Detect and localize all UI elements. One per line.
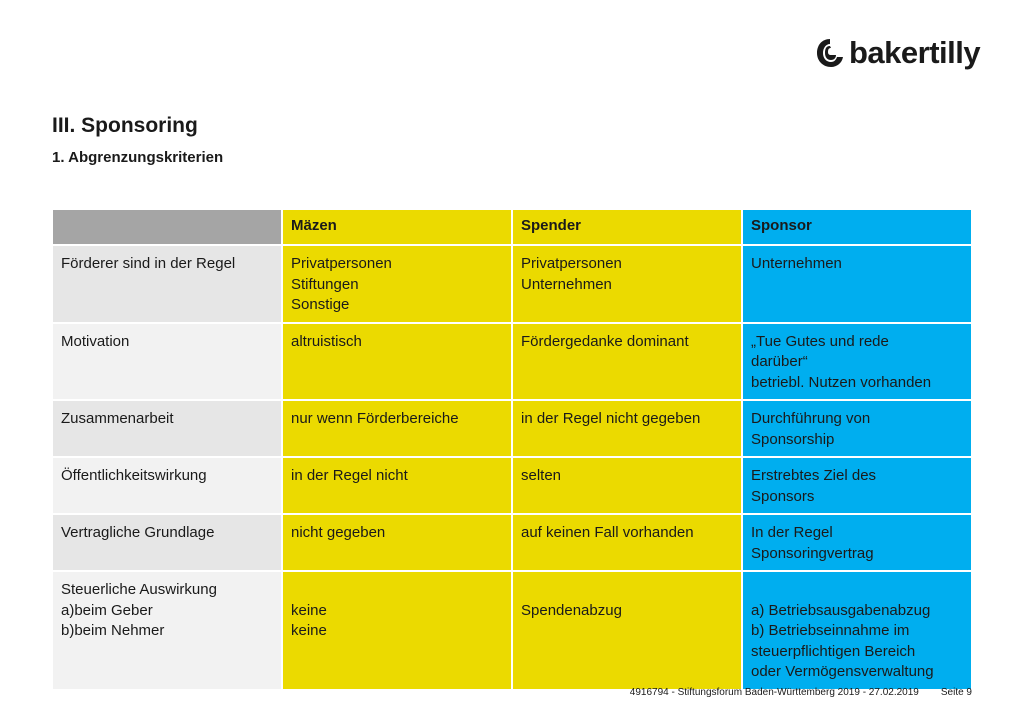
cell-line: Sponsoringvertrag [751,544,874,562]
header-corner [53,210,281,244]
cell-line: nur wenn Förderbereiche [291,410,459,427]
table-row: Motivation altruistisch Fördergedanke do… [53,323,971,399]
cell-spender: Fördergedanke dominant [513,323,741,399]
cell-sponsor: Erstrebtes Ziel des Sponsors [743,458,971,513]
cell-line: altruistisch [291,332,362,350]
cell-line: Sponsors [751,487,815,505]
row-label-foerderer: Förderer sind in der Regel [53,246,281,322]
cell-line: „Tue Gutes und rede [751,332,889,350]
cell-line: Motivation [61,332,130,350]
cell-spacer [751,580,963,601]
bakertilly-logo-icon [817,39,843,67]
criteria-table: Mäzen Spender Sponsor Förderer sind in d… [51,208,973,691]
page-title: III. Sponsoring [52,114,198,137]
cell-line: selten [521,467,562,484]
cell-mazen: nicht gegeben [283,515,511,570]
cell-sponsor: Durchführung von Sponsorship [743,401,971,456]
table-row: Förderer sind in der Regel Privatpersone… [53,246,971,322]
table-row: Zusammenarbeit nur wenn Förderbereiche i… [53,401,971,456]
cell-line: Unternehmen [751,255,842,272]
cell-line: a)beim Geber [61,601,153,619]
cell-line: a) Betriebsausgabenabzug [751,601,931,619]
cell-mazen: keine keine [283,572,511,689]
cell-spacer [291,580,503,601]
cell-line: Vertragliche Grundlage [61,524,215,541]
cell-line: keine [291,601,327,619]
header-sponsor: Sponsor [743,210,971,244]
cell-sponsor: Unternehmen [743,246,971,322]
cell-line: Förderer sind in der Regel [61,255,236,272]
table-row: Öffentlichkeitswirkung in der Regel nich… [53,458,971,513]
cell-spender: in der Regel nicht gegeben [513,401,741,456]
row-label-oeffentlichkeitswirkung: Öffentlichkeitswirkung [53,458,281,513]
cell-line: In der Regel [751,524,833,541]
cell-line: Zusammenarbeit [61,410,174,427]
cell-line: Privatpersonen [291,255,392,272]
cell-spacer [521,580,733,601]
row-label-zusammenarbeit: Zusammenarbeit [53,401,281,456]
row-label-motivation: Motivation [53,323,281,399]
cell-line: steuerpflichtigen Bereich [751,642,916,660]
cell-spender: Privatpersonen Unternehmen [513,246,741,322]
header-spender: Spender [513,210,741,244]
cell-mazen: Privatpersonen Stiftungen Sonstige [283,246,511,322]
cell-line: Sonstige [291,296,350,313]
header-mazen: Mäzen [283,210,511,244]
cell-line: Sponsorship [751,430,835,448]
cell-sponsor: In der Regel Sponsoringvertrag [743,515,971,570]
cell-mazen: nur wenn Förderbereiche [283,401,511,456]
cell-mazen: in der Regel nicht [283,458,511,513]
cell-line: betriebl. Nutzen vorhanden [751,373,932,391]
cell-line: auf keinen Fall vorhanden [521,524,694,541]
cell-spender: selten [513,458,741,513]
cell-line: Spendenabzug [521,601,622,619]
cell-sponsor: „Tue Gutes und rede darüber“ betriebl. N… [743,323,971,399]
page-subtitle: 1. Abgrenzungskriterien [52,149,224,166]
table-row: Steuerliche Auswirkung a)beim Geber b)be… [53,572,971,689]
cell-mazen: altruistisch [283,323,511,399]
row-label-steuerliche-auswirkung: Steuerliche Auswirkung a)beim Geber b)be… [53,572,281,689]
cell-spender: Spendenabzug [513,572,741,689]
cell-line: in der Regel nicht gegeben [521,410,701,427]
cell-line: Durchführung von [751,410,871,427]
cell-line: Privatpersonen [521,255,622,272]
cell-line: Fördergedanke dominant [521,332,689,350]
cell-line: in der Regel nicht [291,467,408,484]
page-footer: 4916794 - Stiftungsforum Baden-Württembe… [630,687,972,698]
cell-line: Unternehmen [521,275,612,293]
cell-line: b)beim Nehmer [61,622,165,639]
cell-line: Erstrebtes Ziel des [751,467,877,484]
table-header-row: Mäzen Spender Sponsor [53,210,971,244]
cell-line: Steuerliche Auswirkung [61,581,217,598]
cell-line: Öffentlichkeitswirkung [61,467,207,484]
bakertilly-logo-text: bakertilly [849,35,981,70]
cell-line: keine [291,622,327,639]
cell-line: b) Betriebseinnahme im [751,622,910,639]
cell-line: oder Vermögensverwaltung [751,663,934,680]
footer-text: 4916794 - Stiftungsforum Baden-Württembe… [629,687,919,698]
cell-line: darüber“ [751,353,808,370]
row-label-vertragliche-grundlage: Vertragliche Grundlage [53,515,281,570]
bakertilly-logo: bakertilly [815,30,981,76]
table-row: Vertragliche Grundlage nicht gegeben auf… [53,515,971,570]
cell-sponsor: a) Betriebsausgabenabzug b) Betriebseinn… [743,572,971,689]
cell-spender: auf keinen Fall vorhanden [513,515,741,570]
page-number: Seite 9 [940,687,972,698]
cell-line: nicht gegeben [291,524,386,541]
cell-line: Stiftungen [291,275,359,293]
